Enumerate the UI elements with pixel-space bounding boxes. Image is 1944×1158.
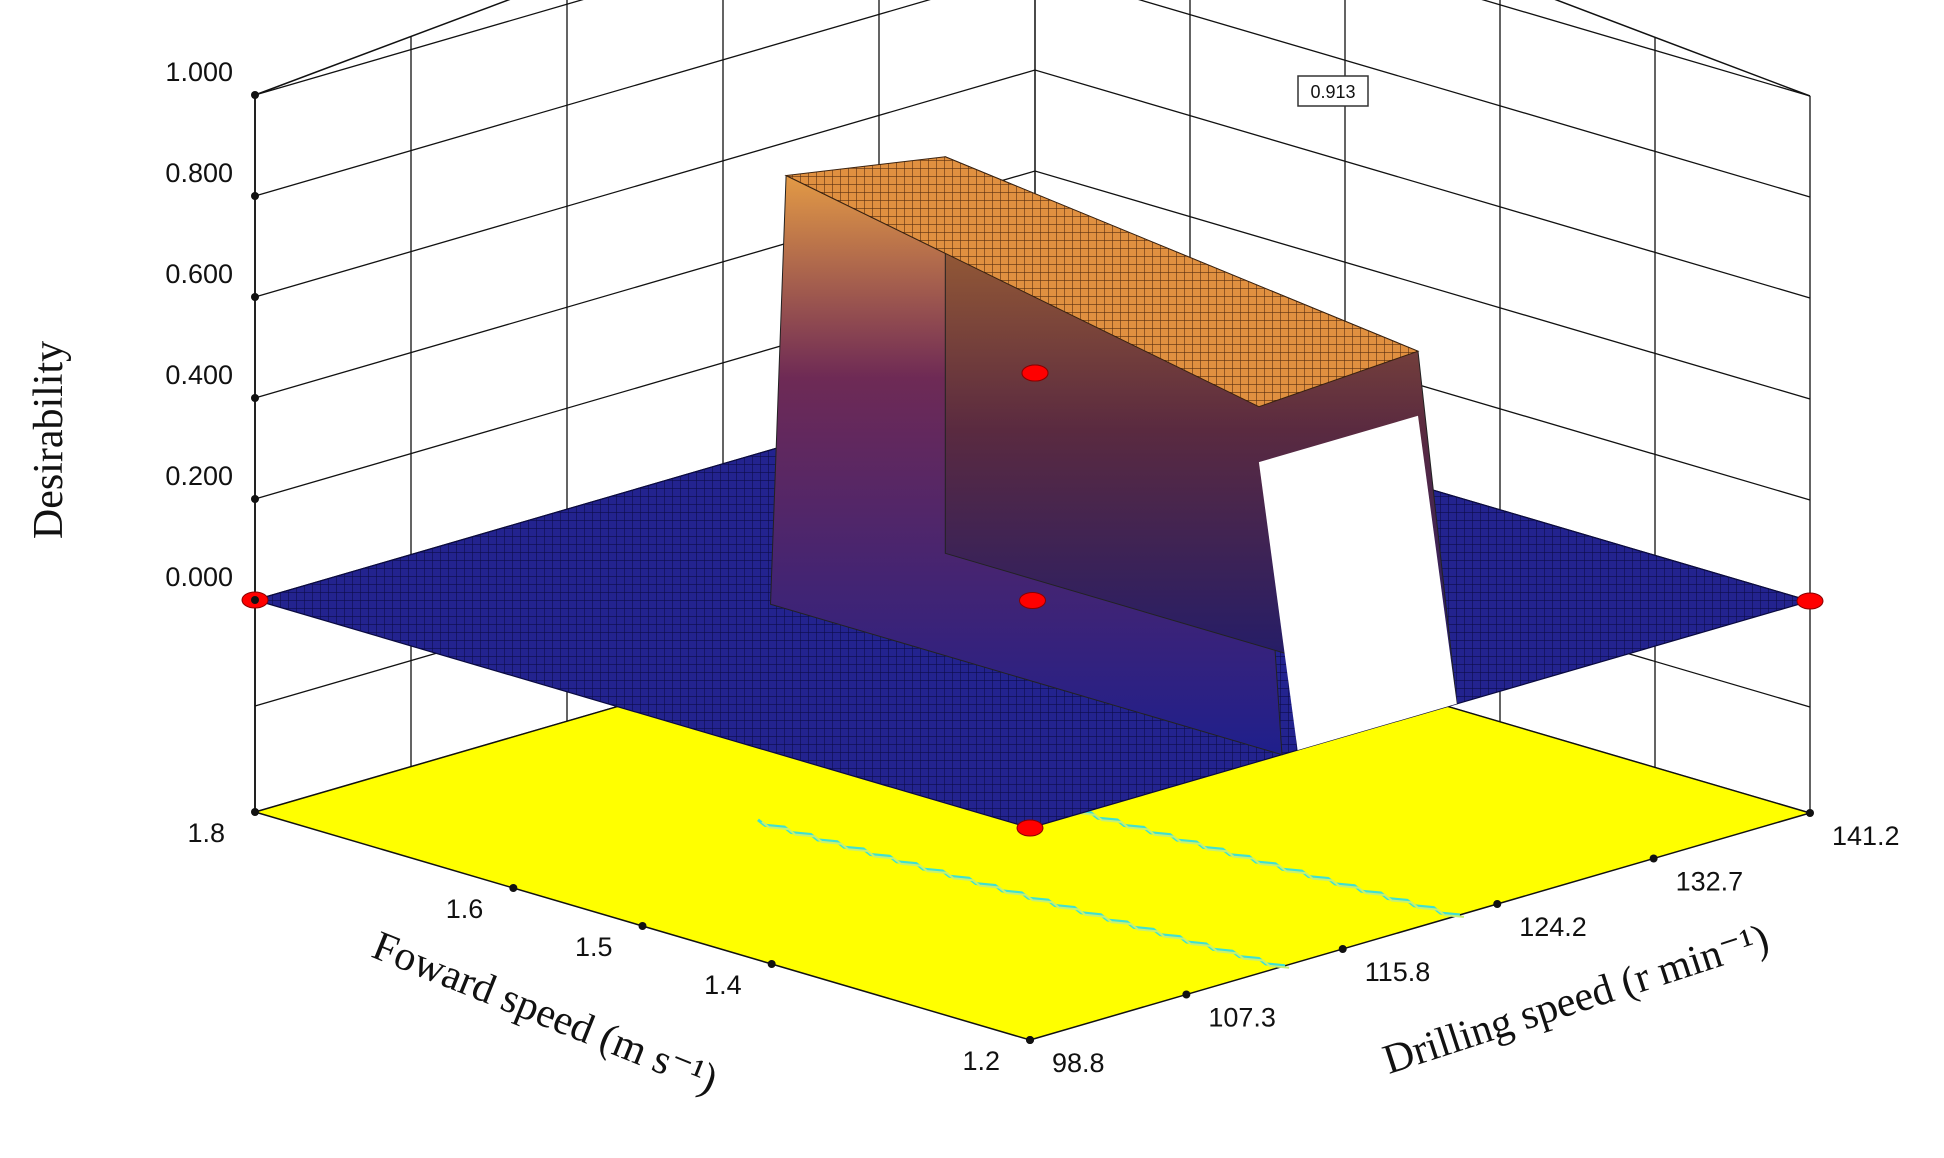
x-tick-label-4: 132.7 (1676, 867, 1744, 897)
z-tick-label-5: 1.000 (165, 57, 233, 87)
x-tick-mark-4 (1649, 854, 1658, 863)
x-tick-label-5: 141.2 (1832, 821, 1900, 851)
z-axis-title: Desirability (26, 341, 72, 539)
ridge-front-gap (1258, 415, 1457, 751)
z-tick-mark-2 (251, 394, 259, 402)
x-tick-label-0: 98.8 (1052, 1048, 1105, 1078)
design-point-4 (1019, 592, 1046, 609)
y-tick-mark-1 (767, 960, 776, 968)
x-tick-mark-5 (1806, 809, 1814, 817)
z-tick-mark-5 (251, 91, 259, 99)
design-point-back (1021, 364, 1049, 382)
z-tick-label-2: 0.400 (165, 360, 233, 390)
x-tick-label-1: 107.3 (1208, 1002, 1276, 1032)
max-value-label: 0.913 (1310, 82, 1355, 102)
y-tick-label-3: 1.6 (446, 894, 484, 924)
floor-contour-shadow-0 (761, 821, 1290, 969)
z-tick-mark-4 (251, 192, 259, 200)
y-tick-label-0: 1.2 (962, 1046, 1000, 1076)
x-tick-label-2: 115.8 (1365, 957, 1431, 987)
y-tick-label-4: 1.8 (187, 818, 225, 848)
x-tick-mark-2 (1338, 944, 1347, 953)
z-tick-mark-0 (251, 596, 259, 604)
x-tick-mark-3 (1493, 900, 1502, 909)
y-tick-mark-2 (638, 922, 647, 930)
wall-gridline-z-5 (254, 0, 1811, 97)
wall-gridline-z-4 (254, 0, 1811, 198)
z-tick-mark-3 (251, 293, 259, 301)
y-tick-label-2: 1.5 (575, 932, 613, 962)
design-point-0 (1016, 819, 1044, 837)
z-tick-mark-1 (251, 495, 259, 503)
max-value-callout: 0.913 (1297, 75, 1369, 107)
response-surface (241, 156, 1824, 837)
y-tick-mark-4 (251, 808, 259, 816)
x-tick-mark-1 (1182, 990, 1191, 999)
y-tick-mark-0 (1026, 1036, 1034, 1044)
z-tick-label-3: 0.600 (165, 259, 233, 289)
axis-ticks: 0.000 0.200 0.400 0.600 0.800 1.000 98.8 107.3 1… (165, 57, 1899, 1078)
z-tick-label-4: 0.800 (165, 158, 233, 188)
ridge-top-face (784, 156, 1420, 408)
x-tick-label-3: 124.2 (1519, 912, 1587, 942)
z-tick-label-0: 0.000 (165, 562, 233, 592)
y-tick-label-1: 1.4 (704, 970, 742, 1000)
y-tick-mark-3 (509, 884, 518, 892)
max-value-box (1297, 75, 1369, 107)
design-point-2 (1796, 592, 1824, 610)
z-tick-label-1: 0.200 (165, 461, 233, 491)
y-axis-title: Foward speed (m s⁻¹) (366, 923, 724, 1103)
